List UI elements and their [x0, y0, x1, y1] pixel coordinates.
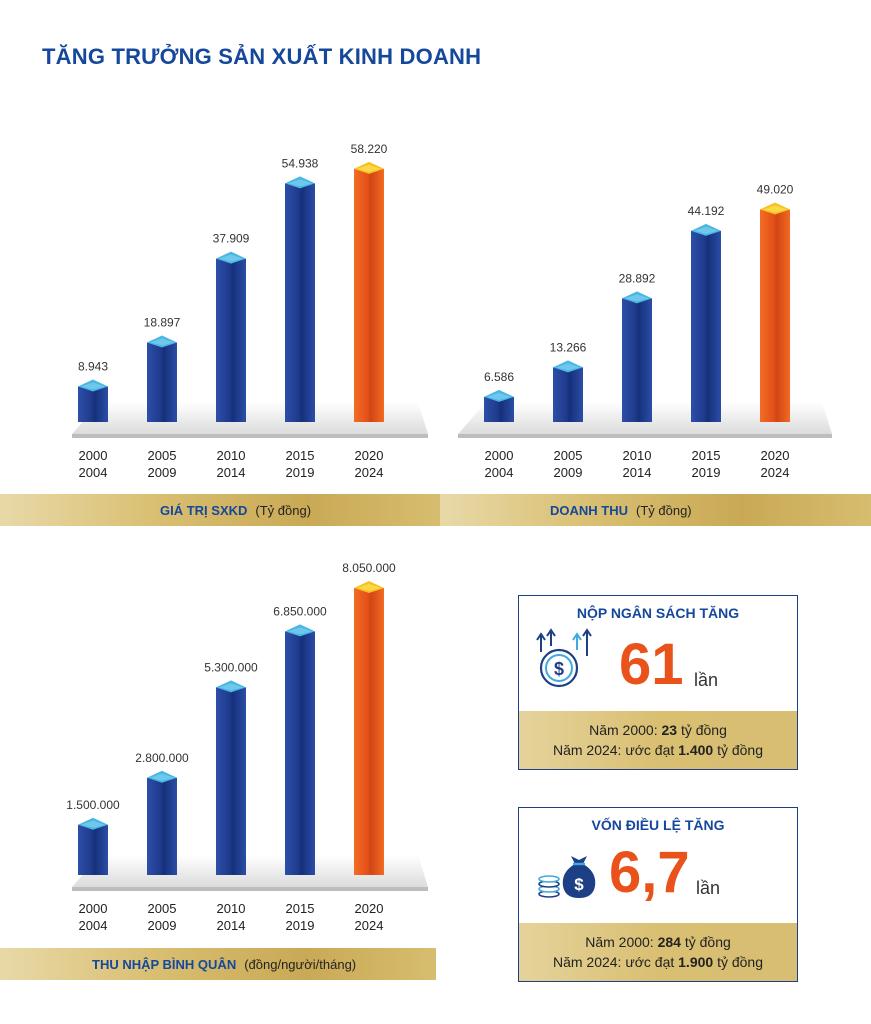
svg-text:$: $: [574, 875, 584, 894]
tick-label-start: 2015: [692, 448, 721, 463]
tick-label-end: 2014: [217, 918, 246, 933]
tick-label-end: 2019: [286, 918, 315, 933]
bar-2010-2014: [216, 680, 246, 875]
tick-label-end: 2024: [761, 465, 790, 480]
value-label: 1.500.000: [66, 798, 120, 812]
bar-2000-2004: [78, 379, 108, 422]
stat-number: 61: [619, 632, 684, 697]
bar-2020-2024: [354, 581, 384, 875]
stat-line-2000: Năm 2000: 284 tỷ đồng: [585, 934, 731, 950]
band-title: THU NHẬP BÌNH QUÂN: [92, 956, 237, 972]
bar-2000-2004: [78, 817, 108, 875]
tick-label-end: 2019: [286, 465, 315, 480]
tick-label-start: 2000: [485, 448, 514, 463]
value-label: 44.192: [688, 204, 725, 218]
bar-2010-2014: [622, 291, 652, 422]
value-label: 8.050.000: [342, 561, 396, 575]
chart-gia-tri-sxkd: 8.943 2000 2004 18.897 2005 2009 37.909 2010 201…: [72, 142, 428, 480]
value-label: 13.266: [550, 340, 587, 354]
value-label: 5.300.000: [204, 660, 258, 674]
stat-line-2000: Năm 2000: 23 tỷ đồng: [589, 722, 727, 738]
bar-2020-2024: [760, 202, 790, 422]
stat-footer: Năm 2000: 23 tỷ đồng Năm 2024: ước đạt 1…: [519, 711, 797, 769]
chart-floor-edge: [458, 434, 832, 438]
band-thu-nhap-binh-quan: THU NHẬP BÌNH QUÂN (đồng/người/tháng): [0, 948, 436, 980]
stat-line-2024: Năm 2024: ước đạt 1.400 tỷ đồng: [552, 742, 764, 758]
band-doanh-thu: DOANH THU (Tỷ đồng): [440, 494, 871, 526]
bar-2020-2024: [354, 161, 384, 422]
value-label: 49.020: [757, 182, 794, 196]
tick-label-end: 2014: [623, 465, 652, 480]
chart-floor-edge: [72, 434, 428, 438]
tick-label-start: 2020: [355, 448, 384, 463]
band-unit: (đồng/người/tháng): [244, 956, 357, 972]
chart-doanh-thu: 6.586 2000 2004 13.266 2005 2009 28.892 2010 201…: [458, 182, 832, 480]
tick-label-start: 2000: [79, 901, 108, 916]
value-label: 6.850.000: [273, 604, 327, 618]
band-gia-tri-sxkd: GIÁ TRỊ SXKD (Tỷ đồng): [0, 494, 440, 526]
tick-label-start: 2020: [761, 448, 790, 463]
value-label: 2.800.000: [135, 751, 189, 765]
chart-thu-nhap-binh-quan: 1.500.000 2000 2004 2.800.000 2005 2009 5.300.…: [66, 561, 428, 933]
band-unit: (Tỷ đồng): [255, 502, 312, 518]
bar-2015-2019: [285, 624, 315, 875]
svg-text:$: $: [554, 659, 564, 679]
tick-label-end: 2024: [355, 465, 384, 480]
stat-unit: lần: [694, 670, 719, 690]
chart-floor-edge: [72, 887, 428, 891]
value-label: 54.938: [282, 156, 319, 170]
tick-label-start: 2005: [148, 901, 177, 916]
tick-label-end: 2004: [79, 918, 108, 933]
tick-label-end: 2009: [148, 918, 177, 933]
stat-box-von-dieu-le: VỐN ĐIỀU LỆ TĂNG $ 6,7 lần Năm 2000: 284…: [518, 807, 798, 982]
stat-unit: lần: [696, 878, 721, 898]
value-label: 28.892: [619, 271, 656, 285]
bar-2015-2019: [691, 223, 721, 422]
bar-2005-2009: [553, 360, 583, 422]
tick-label-start: 2005: [554, 448, 583, 463]
tick-label-end: 2009: [148, 465, 177, 480]
money-bag-coins-icon: $: [537, 848, 599, 905]
value-label: 6.586: [484, 370, 514, 384]
tick-label-start: 2015: [286, 901, 315, 916]
tick-label-end: 2019: [692, 465, 721, 480]
bar-2005-2009: [147, 335, 177, 422]
band-title: DOANH THU: [550, 502, 628, 518]
tick-label-start: 2020: [355, 901, 384, 916]
tick-label-start: 2010: [217, 448, 246, 463]
stat-title: VỐN ĐIỀU LỆ TĂNG: [591, 817, 725, 833]
band-title: GIÁ TRỊ SXKD: [160, 502, 248, 518]
value-label: 18.897: [144, 316, 181, 330]
money-growth-icon: $: [535, 628, 595, 695]
page-title: TĂNG TRƯỞNG SẢN XUẤT KINH DOANH: [42, 44, 482, 69]
stat-title: NỘP NGÂN SÁCH TĂNG: [576, 605, 740, 621]
tick-label-start: 2005: [148, 448, 177, 463]
value-label: 37.909: [213, 232, 250, 246]
tick-label-start: 2010: [217, 901, 246, 916]
bar-2015-2019: [285, 176, 315, 422]
stat-line-2024: Năm 2024: ước đạt 1.900 tỷ đồng: [552, 954, 764, 970]
stat-footer: Năm 2000: 284 tỷ đồng Năm 2024: ước đạt …: [519, 923, 797, 981]
tick-label-end: 2009: [554, 465, 583, 480]
stat-box-nop-ngan-sach: NỘP NGÂN SÁCH TĂNG $ 61 lần Năm 2000: 23…: [518, 595, 798, 770]
bar-2005-2009: [147, 770, 177, 875]
tick-label-end: 2024: [355, 918, 384, 933]
value-label: 58.220: [351, 142, 388, 156]
tick-label-end: 2014: [217, 465, 246, 480]
tick-label-end: 2004: [79, 465, 108, 480]
stat-number: 6,7: [609, 840, 690, 905]
value-label: 8.943: [78, 360, 108, 374]
tick-label-end: 2004: [485, 465, 514, 480]
bar-2010-2014: [216, 251, 246, 422]
bar-2000-2004: [484, 389, 514, 422]
tick-label-start: 2015: [286, 448, 315, 463]
band-unit: (Tỷ đồng): [636, 502, 692, 518]
tick-label-start: 2010: [623, 448, 652, 463]
tick-label-start: 2000: [79, 448, 108, 463]
